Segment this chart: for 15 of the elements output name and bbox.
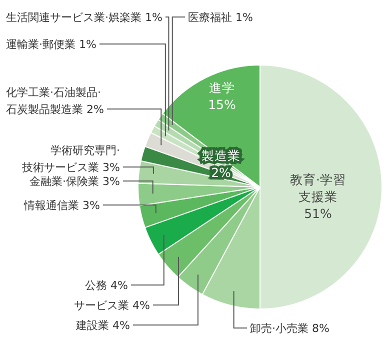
slice-label: 医療福祉 1%: [188, 11, 253, 24]
slice-label: 建設業 4%: [75, 319, 130, 332]
slice-label: サービス業 4%: [74, 299, 150, 312]
data-label: 51%: [304, 206, 332, 221]
slice-label: 進学: [209, 80, 235, 95]
slice-label: 公務 4%: [85, 279, 128, 292]
slice-label: 運輸業·郵便業 1%: [6, 38, 96, 51]
slice-label: 情報通信業 3%: [23, 199, 100, 212]
slice-label: 卸売·小売業 8%: [250, 322, 330, 335]
slice-label: 金融業·保険業 3%: [30, 175, 120, 188]
slice-label: 化学工業·石油製品·石炭製品製造業 2%: [6, 86, 104, 116]
data-label: 15%: [208, 97, 236, 112]
slice-label: 学術研究専門·技術サービス業 3%: [21, 144, 120, 174]
slice-label: 生活関連サービス業·娯楽業 1%: [6, 11, 162, 24]
slice-label: 教育·学習支援業: [290, 172, 346, 204]
